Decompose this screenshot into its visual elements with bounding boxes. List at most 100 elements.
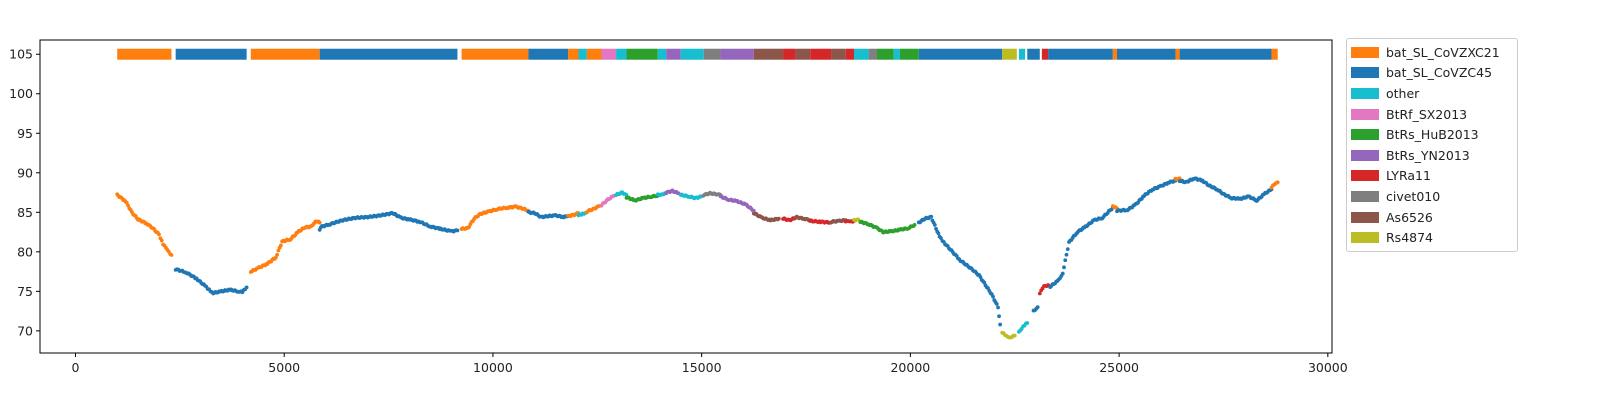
y-tick-label: 100 [9,86,33,101]
x-tick-label: 25000 [1099,360,1139,375]
legend-label: BtRs_YN2013 [1386,147,1470,163]
data-point [455,228,460,233]
band-segment [810,48,832,60]
band-segment [1018,48,1026,60]
x-tick-label: 5000 [268,360,300,375]
data-point [317,220,322,225]
y-tick-label: 70 [17,323,33,338]
x-tick-label: 0 [72,360,80,375]
band-segment [626,48,658,60]
band-segment [918,48,1003,60]
legend-item: bat_SL_CoVZC45 [1347,63,1517,84]
y-tick-label: 90 [17,165,33,180]
band-segment [117,48,172,60]
y-tick-label: 105 [9,47,33,62]
band-segment [578,48,587,60]
legend-swatch [1351,87,1379,99]
band-segment [783,48,796,60]
data-point [932,223,937,227]
legend-swatch [1351,232,1379,244]
data-points [115,176,1280,340]
legend-label: As6526 [1386,209,1433,225]
legend-item: BtRf_SX2013 [1347,104,1517,125]
band-segment [1175,48,1180,60]
data-point [169,253,174,257]
axes: 0 5000 10000 15000 20000 25000 30000 70 75 80 85 90… [9,47,1348,375]
band-segment [528,48,569,60]
legend-item: As6526 [1347,207,1517,228]
band-segment [854,48,869,60]
legend-item: bat_SL_CoVZXC21 [1347,42,1517,63]
band-segment [1027,48,1040,60]
legend-label: Rs4874 [1386,230,1434,246]
legend-item: BtRs_HuB2013 [1347,124,1517,145]
legend-swatch [1351,149,1379,161]
data-point [1063,258,1068,263]
legend-item: civet010 [1347,186,1517,207]
data-point [126,203,130,208]
y-tick-label: 80 [17,244,33,259]
legend-item: Rs4874 [1347,227,1517,248]
x-tick-label: 15000 [682,360,722,375]
legend-swatch [1351,129,1379,141]
band-segment [461,48,529,60]
data-point [939,236,943,241]
category-band [117,48,1278,60]
data-point [1060,271,1065,276]
legend-swatch [1351,67,1379,79]
x-tick-label: 10000 [473,360,513,375]
data-point [751,208,756,213]
band-segment [1117,48,1176,60]
legend-swatch [1351,211,1379,223]
data-point [1062,265,1066,270]
band-segment [657,48,667,60]
legend-item: other [1347,83,1517,104]
data-point [936,231,941,236]
band-segment [1041,48,1049,60]
band-segment [1179,48,1272,60]
data-point [159,238,164,243]
data-point [1025,321,1030,325]
legend-label: bat_SL_CoVZC45 [1386,65,1493,81]
band-segment [601,48,617,60]
data-point [912,223,917,227]
data-point [273,255,278,260]
band-segment [680,48,704,60]
data-point [991,294,995,299]
data-point [1012,333,1017,338]
band-segment [616,48,627,60]
band-segment [666,48,681,60]
data-point [997,314,1001,319]
legend-swatch [1351,108,1379,120]
data-point [244,285,249,290]
band-segment [1048,48,1113,60]
legend-swatch [1351,46,1379,58]
data-point [982,280,987,285]
data-point [776,216,781,221]
data-point [1037,291,1042,296]
band-segment [319,48,458,60]
legend-label: BtRs_HuB2013 [1386,127,1479,143]
band-segment [845,48,855,60]
legend-label: bat_SL_CoVZXC21 [1386,44,1500,60]
data-point [929,214,934,219]
data-point [157,232,161,237]
band-segment [868,48,877,60]
data-point [1064,252,1069,257]
data-point [275,252,280,257]
band-segment [568,48,579,60]
band-segment [586,48,602,60]
data-point [1065,247,1070,251]
legend-label: BtRf_SX2013 [1386,106,1468,122]
band-segment [1271,48,1278,60]
band-segment [753,48,784,60]
data-point [998,322,1003,327]
data-point [276,248,281,253]
legend-item: BtRs_YN2013 [1347,145,1517,166]
legend-swatch [1351,190,1379,202]
x-tick-label: 20000 [890,360,930,375]
y-tick-label: 75 [17,284,33,299]
legend-label: LYRa11 [1386,168,1431,184]
